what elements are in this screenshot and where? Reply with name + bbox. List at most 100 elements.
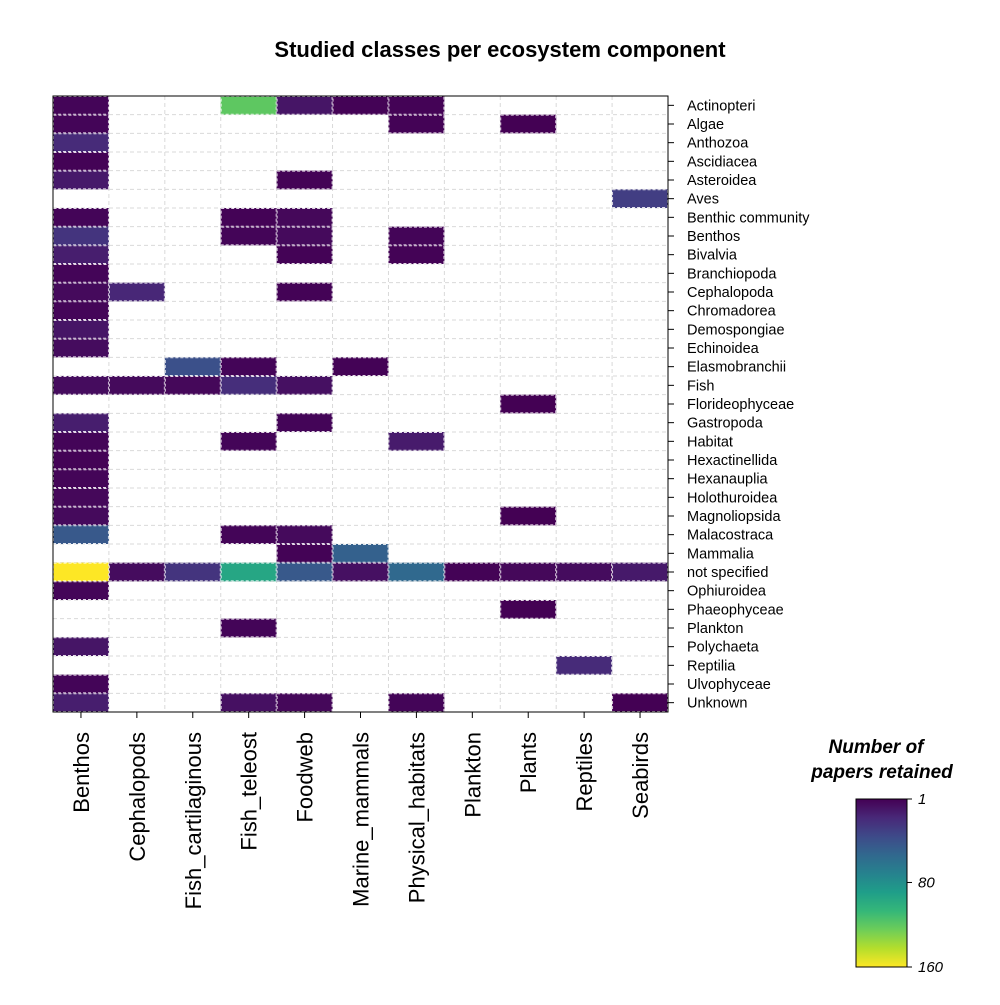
row-label: Benthos [687, 229, 740, 245]
column-label: Reptiles [572, 732, 597, 811]
cell-outline [276, 525, 333, 544]
cell-outline [276, 282, 333, 302]
column-label: Seabirds [628, 732, 653, 819]
row-label: Habitat [687, 434, 733, 450]
heatmap-cell [276, 96, 333, 115]
heatmap-cell [220, 562, 277, 582]
cell-outline [220, 357, 277, 376]
heatmap-cell [164, 376, 221, 395]
heatmap-cell [53, 96, 109, 115]
heatmap-cell [53, 226, 109, 246]
heatmap-cell [500, 114, 557, 134]
cell-outline [276, 376, 333, 395]
row-label: Asteroidea [687, 173, 757, 189]
cell-outline [332, 544, 389, 563]
heatmap-cell [556, 562, 613, 582]
heatmap-cell [500, 562, 557, 582]
column-label: Cephalopods [125, 732, 150, 862]
plot-frame [52, 95, 669, 713]
cell-outline [500, 394, 557, 414]
heatmap-cell [53, 264, 109, 283]
row-label: Demospongiae [687, 322, 785, 338]
row-label: Cephalopoda [687, 285, 774, 301]
cell-outline [276, 562, 333, 582]
heatmap-cell [53, 637, 109, 656]
legend-title-line1: Number of [829, 737, 926, 758]
cell-outline [556, 562, 613, 582]
heatmap-cell [276, 282, 333, 302]
heatmap-cells [53, 96, 668, 712]
cell-outline [220, 562, 277, 582]
legend-color-bar [855, 798, 908, 968]
heatmap-cell [276, 170, 333, 190]
cell-outline [220, 226, 277, 246]
heatmap-cell [53, 338, 109, 358]
row-label: Benthic community [687, 210, 810, 226]
cell-outline [444, 562, 501, 582]
heatmap-cell [53, 282, 109, 302]
heatmap-cell [53, 320, 109, 339]
heatmap-cell [332, 96, 389, 115]
row-label: Hexactinellida [687, 453, 778, 469]
heatmap-cell [276, 376, 333, 395]
heatmap-cell [53, 376, 109, 395]
heatmap-cell [220, 525, 277, 544]
heatmap-cell [108, 376, 165, 395]
heatmap-cell [53, 562, 109, 582]
cell-outline [276, 170, 333, 190]
row-label: Bivalvia [687, 248, 738, 264]
heatmap-cell [53, 170, 109, 190]
cell-outline [164, 376, 221, 395]
heatmap-cell [53, 152, 109, 171]
cell-outline [220, 618, 277, 638]
row-label: Gastropoda [687, 416, 764, 432]
row-label: Malacostraca [687, 528, 774, 544]
heatmap-cell [53, 693, 109, 712]
heatmap-cell [164, 562, 221, 582]
row-label: Ascidiacea [687, 154, 758, 170]
cell-outline [500, 114, 557, 134]
row-label: Reptilia [687, 658, 736, 674]
heatmap-cell [108, 562, 165, 582]
grid-lines [53, 96, 668, 712]
legend-tick-label: 1 [918, 791, 926, 808]
color-legend: Number of papers retained 1 80 160 [810, 737, 953, 976]
cell-outline [332, 562, 389, 582]
row-label: Polychaeta [687, 640, 760, 656]
heatmap-cell [388, 96, 445, 115]
column-label: Fish_teleost [237, 732, 262, 851]
heatmap-cell [53, 114, 109, 134]
cell-outline [220, 432, 277, 451]
row-label: Chromadorea [687, 304, 777, 320]
cell-outline [220, 525, 277, 544]
heatmap-cell [220, 376, 277, 395]
heatmap-cell [53, 525, 109, 544]
cell-outline [388, 226, 445, 246]
column-labels: Benthos Cephalopods Fish_cartilaginous Fish… [69, 712, 653, 909]
cell-outline [220, 376, 277, 395]
heatmap-cell [388, 226, 445, 246]
row-label: Holothuroidea [687, 490, 778, 506]
cell-outline [612, 189, 668, 208]
chart-title: Studied classes per ecosystem component [274, 37, 726, 62]
heatmap-cell [220, 357, 277, 376]
row-label: Echinoidea [687, 341, 760, 357]
row-label: Branchiopoda [687, 266, 777, 282]
cell-outline [332, 357, 389, 376]
heatmap-cell [612, 562, 668, 582]
heatmap-cell [500, 394, 557, 414]
column-label: Plants [516, 732, 541, 793]
row-label: Plankton [687, 621, 743, 637]
heatmap-cell [220, 208, 277, 227]
row-label: Hexanauplia [687, 472, 769, 488]
cell-outline [388, 114, 445, 134]
heatmap-cell [53, 133, 109, 152]
column-label: Fish_cartilaginous [181, 732, 206, 909]
heatmap-cell [53, 488, 109, 507]
legend-tick-label: 80 [918, 874, 935, 891]
heatmap-cell [276, 544, 333, 563]
legend-title-line2: papers retained [810, 762, 953, 783]
heatmap-cell [276, 413, 333, 432]
heatmap-cell [53, 208, 109, 227]
cell-outline [276, 544, 333, 563]
